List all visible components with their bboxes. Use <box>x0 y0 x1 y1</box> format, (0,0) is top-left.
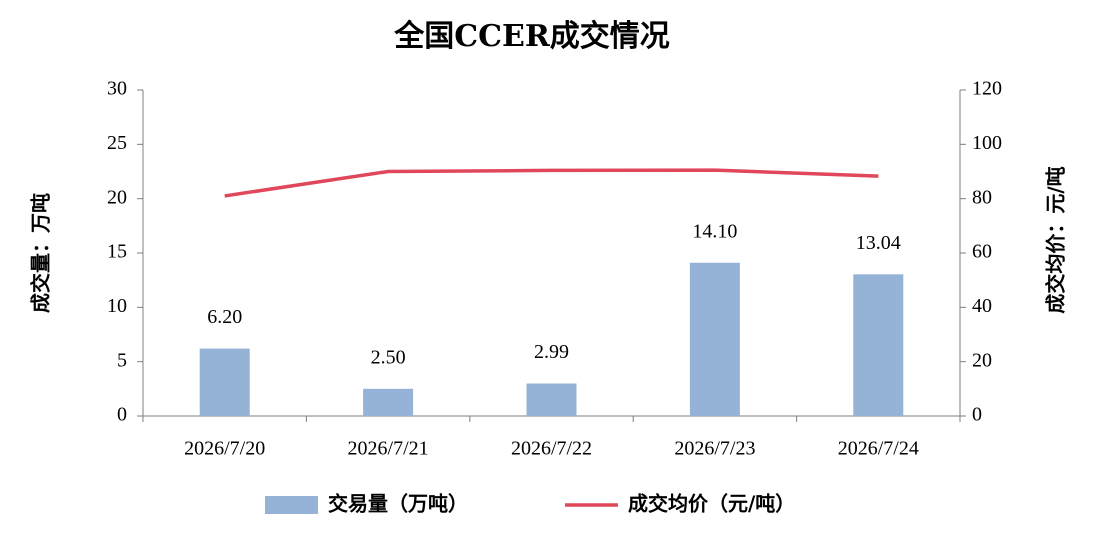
x-tick-label: 2026/7/21 <box>348 438 429 460</box>
x-tick-label: 2026/7/22 <box>511 438 592 460</box>
legend-swatch <box>265 496 318 514</box>
y-tick-label: 25 <box>107 132 127 154</box>
line <box>224 168 879 198</box>
y-tick-label: 0 <box>117 404 127 426</box>
legend-label: 交易量（万吨） <box>328 492 468 516</box>
x-tick-label: 2026/7/23 <box>674 438 755 460</box>
data-label: 14.10 <box>692 220 737 242</box>
y-tick-label: 20 <box>107 186 127 208</box>
bar <box>853 274 904 416</box>
y-tick-label: 15 <box>107 241 127 263</box>
y2-tick-label: 100 <box>972 132 1002 154</box>
x-tick-label: 2026/7/20 <box>184 438 265 460</box>
bar <box>363 388 414 416</box>
y-axis-label: 成交量：万吨 <box>29 193 53 313</box>
chart-title: 全国CCER成交情况 <box>393 19 670 54</box>
bar <box>526 383 577 416</box>
y-tick-label: 10 <box>107 295 127 317</box>
y2-tick-label: 60 <box>972 241 992 263</box>
legend-label: 成交均价（元/吨） <box>628 492 795 516</box>
data-label: 2.50 <box>371 346 406 368</box>
bar <box>689 262 740 416</box>
y2-tick-label: 20 <box>972 349 992 371</box>
data-label: 6.20 <box>207 306 242 328</box>
data-label: 13.04 <box>856 232 901 254</box>
y2-tick-label: 40 <box>972 295 992 317</box>
y2-tick-label: 120 <box>972 78 1002 100</box>
bar <box>199 348 250 416</box>
y-tick-label: 30 <box>107 78 127 100</box>
x-tick-label: 2026/7/24 <box>838 438 919 460</box>
y2-axis-label: 成交均价：元/吨 <box>1044 166 1068 313</box>
y-tick-label: 5 <box>117 349 127 371</box>
y2-tick-label: 80 <box>972 186 992 208</box>
data-label: 2.99 <box>534 341 569 363</box>
y2-tick-label: 0 <box>972 404 982 426</box>
